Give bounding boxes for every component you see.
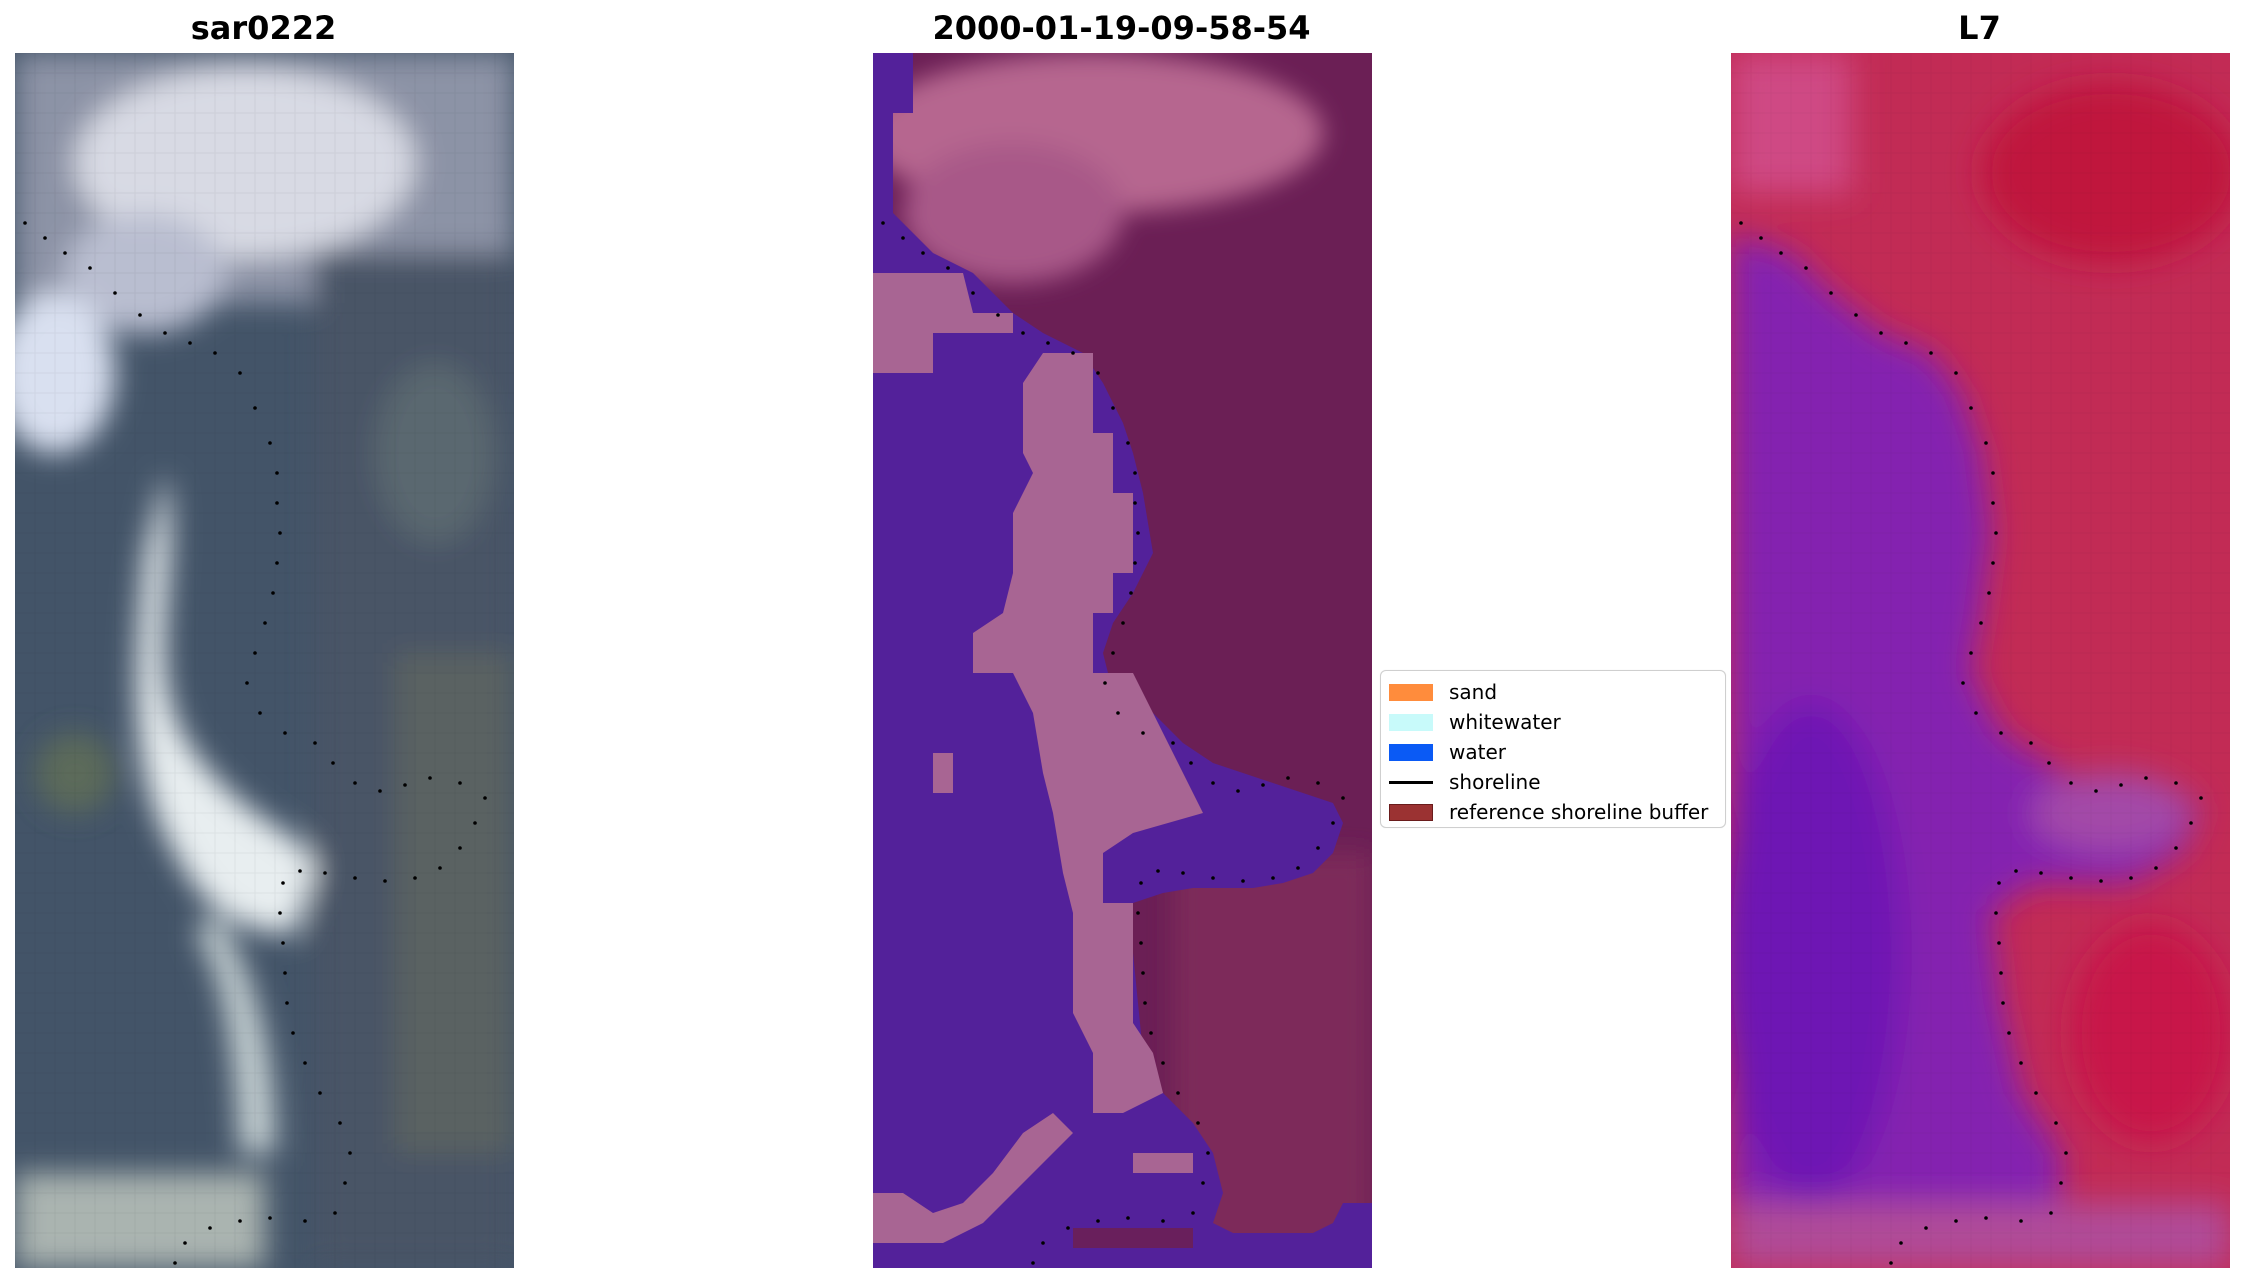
sand-region — [873, 273, 1203, 1243]
water-swatch — [1389, 743, 1433, 761]
legend-item-whitewater: whitewater — [1389, 707, 1717, 737]
legend-label: whitewater — [1449, 710, 1561, 734]
whitewater-swatch — [1389, 713, 1433, 731]
rgb-satellite-image — [15, 53, 514, 1268]
shoreline-dots-class — [881, 221, 1345, 1265]
legend-label: shoreline — [1449, 770, 1541, 794]
shoreline-dots-l7 — [1739, 221, 2203, 1265]
legend-label: sand — [1449, 680, 1498, 704]
legend-item-shoreline: shoreline — [1389, 767, 1717, 797]
legend-label: reference shoreline buffer — [1449, 800, 1709, 824]
false-color-image — [1731, 53, 2230, 1268]
water-region — [873, 53, 1372, 1268]
shoreline-dots-rgb — [23, 221, 487, 1265]
panel-title-rgb: sar0222 — [190, 9, 337, 47]
legend-item-water: water — [1389, 737, 1717, 767]
shoreline-line-swatch — [1389, 774, 1433, 791]
legend-item-sand: sand — [1389, 677, 1717, 707]
panel-title-satellite: L7 — [1958, 9, 2001, 47]
classified-image — [873, 53, 1372, 1268]
sand-swatch — [1389, 683, 1433, 701]
classification-panel — [873, 53, 1372, 1268]
legend-label: water — [1449, 740, 1506, 764]
rgb-image-panel — [15, 53, 514, 1268]
panel-title-date: 2000-01-19-09-58-54 — [932, 9, 1311, 47]
false-color-panel — [1731, 53, 2230, 1268]
reference-buffer-swatch — [1389, 803, 1433, 821]
legend: sand whitewater water shoreline referenc… — [1380, 670, 1726, 828]
legend-item-reference-buffer: reference shoreline buffer — [1389, 797, 1717, 827]
